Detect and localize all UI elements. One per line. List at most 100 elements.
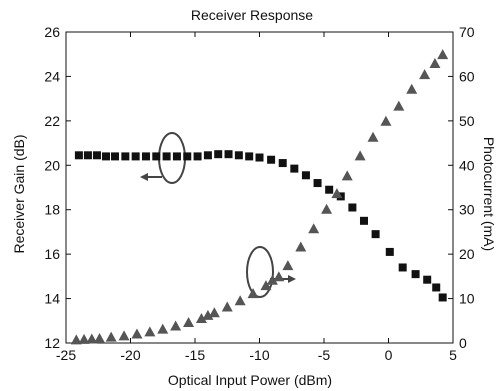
y-right-tick-label: 20: [459, 246, 475, 262]
gain-point: [245, 152, 254, 161]
photocurrent-point: [221, 301, 233, 312]
photocurrent-point: [380, 115, 392, 126]
gain-point: [162, 152, 171, 161]
photocurrent-annotation: [246, 246, 296, 298]
gain-point: [172, 152, 181, 161]
photocurrent-point: [170, 320, 182, 331]
gain-annotation-arrowhead: [140, 173, 148, 181]
photocurrent-point: [308, 223, 320, 234]
y-right-tick-label: 40: [459, 157, 475, 173]
gain-point: [371, 230, 380, 239]
y-right-axis-title: Photocurrent (mA): [481, 137, 497, 251]
photocurrent-point: [183, 317, 195, 328]
gain-point: [423, 275, 432, 284]
gain-point: [152, 152, 161, 161]
photocurrent-point: [266, 274, 278, 285]
photocurrent-point: [70, 334, 82, 345]
photocurrent-point: [94, 333, 106, 344]
y-left-axis-title: Receiver Gain (dB): [11, 134, 27, 253]
photocurrent-point: [195, 313, 207, 324]
gain-point: [411, 270, 420, 279]
y-left-tick-label: 24: [44, 68, 60, 84]
photocurrent-point: [118, 330, 130, 341]
gain-point: [224, 150, 233, 159]
y-right-tick-label: 60: [459, 68, 475, 84]
photocurrent-point: [282, 260, 294, 271]
photocurrent-point: [202, 309, 214, 320]
gain-point: [214, 150, 223, 159]
gain-point: [83, 151, 92, 160]
x-tick-label: 5: [449, 347, 457, 363]
gain-point: [255, 153, 264, 162]
y-right-tick-label: 30: [459, 202, 475, 218]
photocurrent-point: [157, 323, 169, 334]
photocurrent-point: [331, 188, 343, 199]
x-tick-label: -25: [56, 347, 76, 363]
gain-point: [193, 152, 202, 161]
y-left-tick-label: 16: [44, 246, 60, 262]
photocurrent-point: [78, 333, 90, 344]
gain-point: [301, 171, 310, 180]
gain-point: [131, 152, 140, 161]
photocurrent-point: [105, 331, 117, 342]
x-tick-label: -5: [318, 347, 331, 363]
gain-point: [398, 263, 407, 272]
y-right-tick-label: 50: [459, 113, 475, 129]
x-tick-label: -20: [120, 347, 140, 363]
y-right-tick-label: 0: [459, 335, 467, 351]
gain-point: [385, 247, 394, 256]
photocurrent-point: [260, 280, 272, 291]
chart-title: Receiver Response: [191, 7, 313, 23]
gain-point: [432, 283, 441, 292]
gain-point: [348, 203, 357, 212]
gain-point: [92, 151, 101, 160]
photocurrent-point: [393, 100, 405, 111]
gain-point: [325, 185, 334, 194]
gain-point: [101, 152, 110, 161]
gain-point: [278, 159, 287, 168]
gain-point: [74, 151, 83, 160]
x-tick-label: -15: [185, 347, 205, 363]
gain-point: [203, 151, 212, 160]
y-left-tick-label: 14: [44, 291, 60, 307]
y-left-tick-label: 12: [44, 335, 60, 351]
photocurrent-point: [208, 307, 220, 318]
photocurrent-annotation-arrowhead: [288, 275, 296, 283]
y-left-tick-label: 20: [44, 157, 60, 173]
photocurrent-point: [367, 131, 379, 142]
photocurrent-point: [131, 328, 143, 339]
gain-point: [234, 151, 243, 160]
photocurrent-point: [247, 288, 259, 299]
gain-point: [141, 152, 150, 161]
gain-point: [183, 152, 192, 161]
photocurrent-point: [419, 69, 431, 80]
y-left-tick-label: 26: [44, 24, 60, 40]
gain-point: [121, 152, 130, 161]
gain-point: [111, 152, 120, 161]
gain-point: [313, 179, 322, 188]
x-axis-title: Optical Input Power (dBm): [168, 372, 332, 388]
photocurrent-point: [321, 203, 333, 214]
gain-point: [438, 293, 447, 302]
gain-point: [290, 164, 299, 173]
gain-point: [359, 216, 368, 225]
photocurrent-point: [406, 83, 418, 94]
photocurrent-annotation-ellipse: [246, 246, 274, 298]
photocurrent-point: [234, 295, 246, 306]
x-tick-label: 0: [385, 347, 393, 363]
photocurrent-point: [429, 57, 441, 68]
photocurrent-point: [341, 170, 353, 181]
y-left-tick-label: 22: [44, 113, 60, 129]
photocurrent-point: [144, 326, 156, 337]
photocurrent-point: [295, 241, 307, 252]
y-right-tick-label: 70: [459, 24, 475, 40]
y-right-tick-label: 10: [459, 291, 475, 307]
photocurrent-point: [437, 49, 449, 60]
gain-point: [267, 155, 276, 164]
y-left-tick-label: 18: [44, 202, 60, 218]
photocurrent-point: [86, 333, 98, 344]
x-tick-label: -10: [249, 347, 269, 363]
photocurrent-point: [354, 150, 366, 161]
